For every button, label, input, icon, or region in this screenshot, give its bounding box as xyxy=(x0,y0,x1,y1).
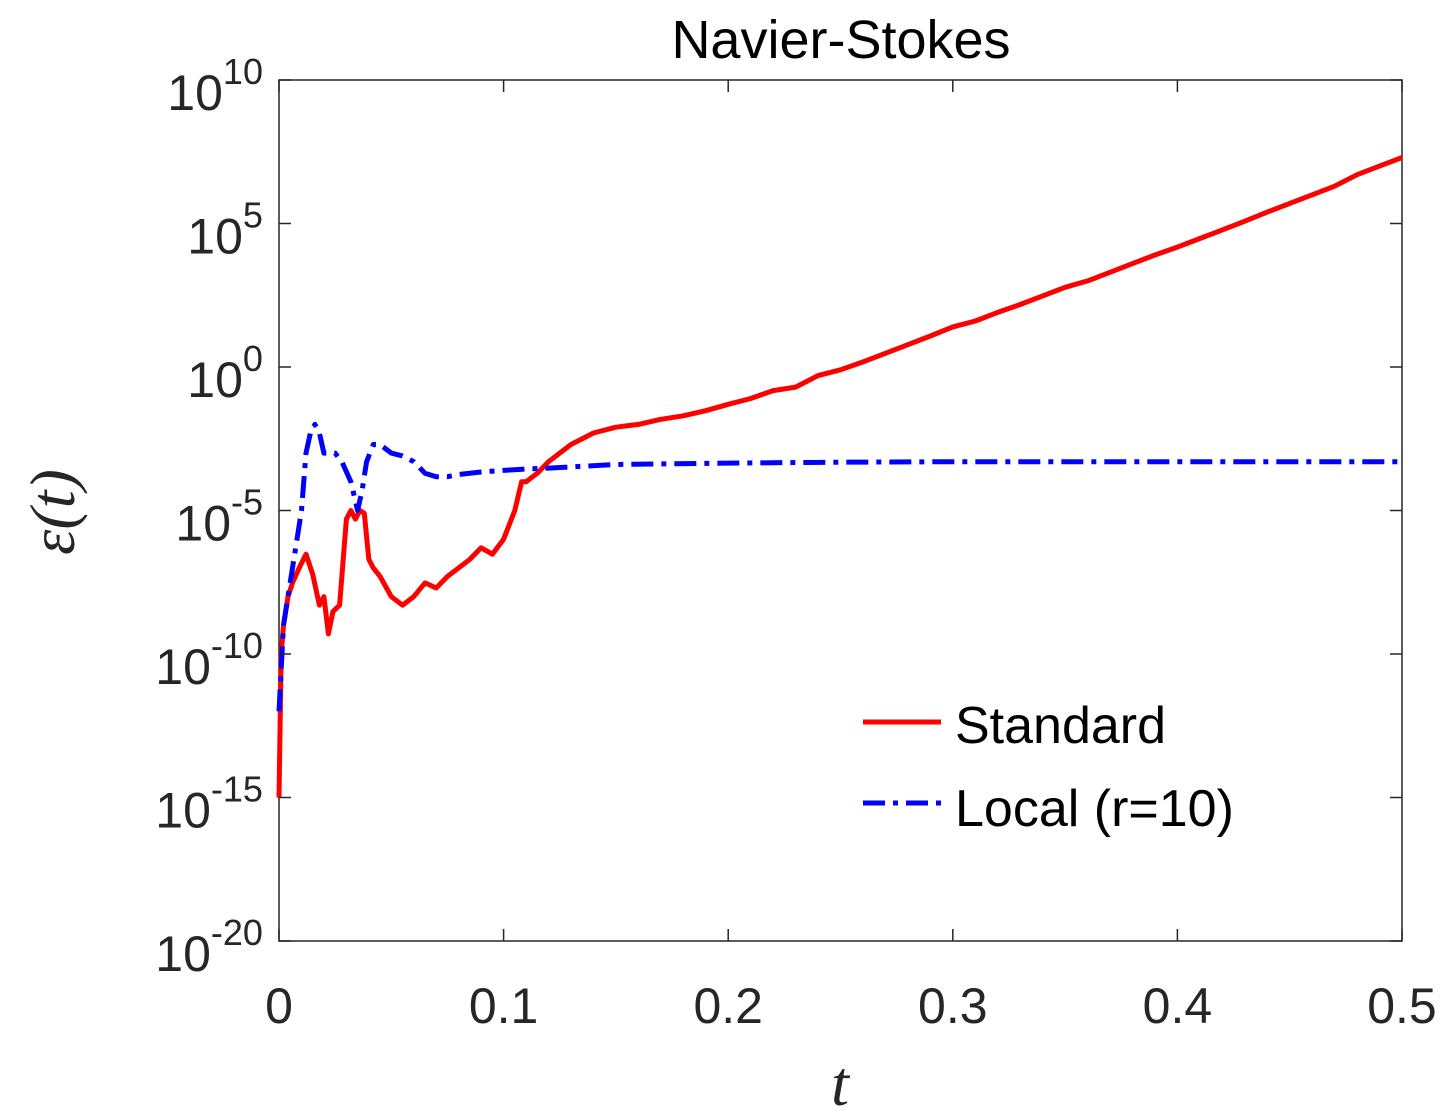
y-tick-label-6: 10-20 xyxy=(155,912,263,982)
y-tick-label-3: 10-5 xyxy=(175,482,263,552)
y-tick-label-1: 105 xyxy=(187,195,263,265)
legend: Standard Local (r=10) xyxy=(863,697,1234,838)
series-layer xyxy=(276,155,1403,798)
series-line-1 xyxy=(276,421,1402,712)
x-axis: 0 0.1 0.2 0.3 0.4 0.5 xyxy=(265,80,1437,1034)
x-tick-label-2: 0.2 xyxy=(693,978,763,1034)
plot-area xyxy=(278,79,1403,942)
x-tick-label-0: 0 xyxy=(265,978,293,1034)
x-tick-label-3: 0.3 xyxy=(918,978,988,1034)
y-tick-label-2: 100 xyxy=(187,338,263,408)
x-tick-label-4: 0.4 xyxy=(1143,978,1213,1034)
x-tick-label-5: 0.5 xyxy=(1367,978,1437,1034)
y-axis: 1010 105 100 10-5 10-10 10-15 10-20 xyxy=(155,51,1402,982)
legend-label-standard: Standard xyxy=(955,697,1166,755)
y-tick-label-5: 10-15 xyxy=(155,769,263,839)
x-tick-label-1: 0.1 xyxy=(469,978,539,1034)
y-tick-label-0: 1010 xyxy=(167,51,263,121)
series-line-0 xyxy=(276,155,1403,798)
legend-label-local: Local (r=10) xyxy=(955,780,1234,838)
y-axis-label: ε(t) xyxy=(17,469,88,555)
x-axis-label: t xyxy=(831,1048,851,1116)
y-tick-label-4: 10-10 xyxy=(155,625,263,695)
chart-title: Navier-Stokes xyxy=(671,10,1010,70)
